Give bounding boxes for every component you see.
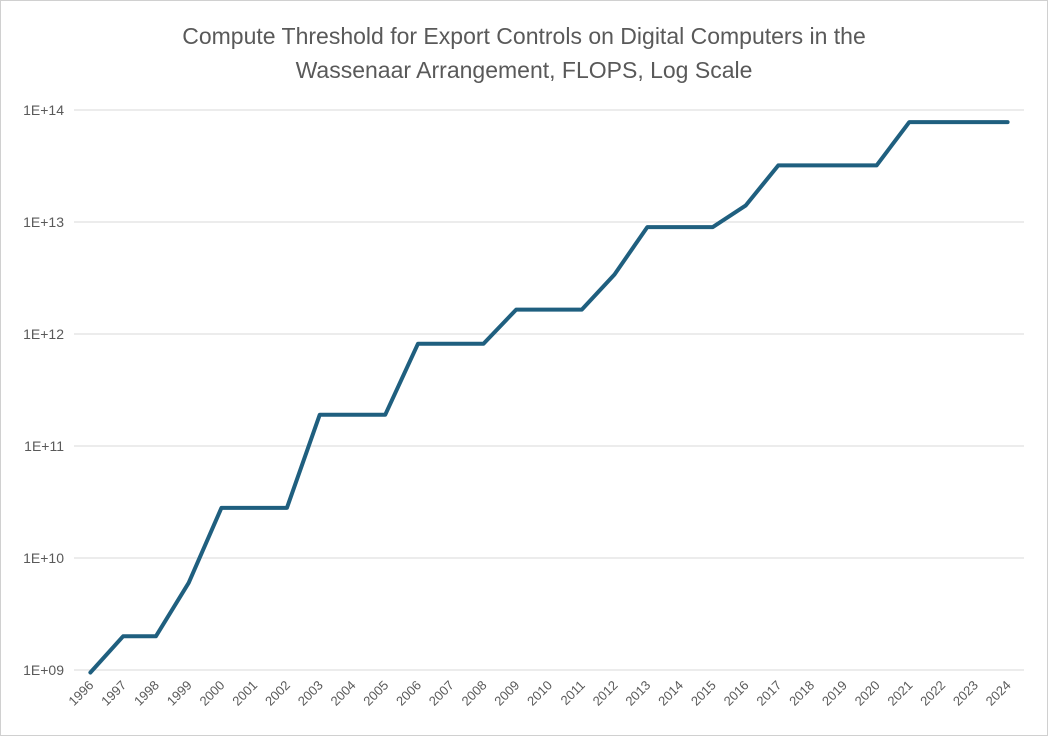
x-tick-label: 2002 — [262, 678, 293, 709]
x-tick-label: 2019 — [819, 678, 850, 709]
x-tick-label: 2009 — [491, 678, 522, 709]
y-tick-label: 1E+14 — [23, 102, 64, 118]
chart-title-line-1: Compute Threshold for Export Controls on… — [182, 23, 866, 49]
x-tick-label: 2015 — [688, 678, 719, 709]
x-tick-label: 1998 — [131, 678, 162, 709]
y-tick-label: 1E+12 — [23, 326, 64, 342]
x-tick-label: 1996 — [65, 678, 96, 709]
x-tick-label: 1997 — [98, 678, 129, 709]
x-tick-label: 2017 — [753, 678, 784, 709]
gridlines — [74, 109, 1024, 671]
x-tick-label: 2020 — [852, 678, 883, 709]
x-tick-label: 2006 — [393, 678, 424, 709]
x-tick-label: 2024 — [983, 678, 1014, 709]
x-tick-label: 2011 — [557, 678, 587, 708]
x-tick-label: 1999 — [164, 678, 195, 709]
x-tick-label: 2014 — [655, 678, 686, 709]
x-tick-label: 2004 — [328, 678, 359, 709]
x-tick-label: 2016 — [721, 678, 752, 709]
chart-title: Compute Threshold for Export Controls on… — [1, 19, 1047, 87]
x-tick-label: 2003 — [295, 678, 326, 709]
series-layer — [88, 120, 1010, 675]
x-tick-label: 2023 — [950, 678, 981, 709]
x-tick-label: 2010 — [524, 678, 555, 709]
x-tick-label: 2001 — [229, 678, 260, 709]
x-tick-label: 2005 — [360, 678, 391, 709]
series-line-0 — [88, 120, 1010, 675]
y-tick-label: 1E+10 — [23, 550, 64, 566]
x-tick-label: 2013 — [622, 678, 653, 709]
x-axis-tick-labels: 1996 1997 1998 1999 2000 2001 2002 2003 2004 2005… — [65, 678, 1013, 709]
x-tick-label: 2007 — [426, 678, 457, 709]
x-tick-label: 2018 — [786, 678, 817, 709]
x-tick-label: 2022 — [917, 678, 948, 709]
x-tick-label: 2012 — [590, 678, 621, 709]
x-tick-label: 2008 — [459, 678, 490, 709]
y-axis-tick-labels: 1E+09 1E+10 1E+11 1E+12 1E+13 1E+14 — [23, 102, 64, 678]
x-tick-label: 2000 — [196, 678, 227, 709]
chart-title-line-2: Wassenaar Arrangement, FLOPS, Log Scale — [295, 57, 753, 83]
x-tick-label: 2021 — [884, 678, 915, 709]
y-tick-label: 1E+09 — [23, 662, 64, 678]
y-tick-label: 1E+11 — [24, 438, 64, 454]
y-tick-label: 1E+13 — [23, 214, 64, 230]
